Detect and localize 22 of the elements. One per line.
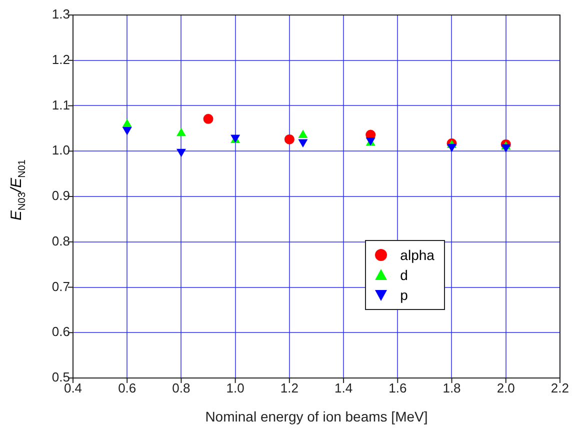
legend-label: alpha	[400, 247, 434, 264]
x-tick-label: 0.8	[172, 380, 190, 396]
y-tick-label: 0.6	[52, 324, 70, 340]
y-tick-label: 0.7	[52, 278, 70, 294]
legend-label: p	[400, 287, 408, 304]
y-tick-label: 1.1	[52, 97, 70, 112]
y-tick-label: 0.5	[52, 370, 70, 385]
legend-label: d	[400, 267, 408, 284]
y-tick-label: 0.9	[52, 188, 70, 204]
x-axis-title: Nominal energy of ion beams [MeV]	[205, 408, 428, 424]
y-tick-label: 1.2	[52, 52, 70, 67]
x-tick-label: 1.8	[442, 380, 461, 396]
y-tick-label: 1.3	[52, 6, 70, 22]
x-tick-label: 1.6	[388, 380, 407, 396]
x-tick-label: 1.0	[226, 380, 244, 396]
y-tick-label: 0.8	[52, 233, 70, 248]
x-tick-label: 1.4	[334, 380, 353, 396]
y-tick-label: 1.0	[52, 142, 70, 158]
x-tick-label: 2.0	[496, 380, 515, 396]
x-tick-label: 1.2	[280, 380, 298, 396]
x-tick-label: 2.2	[550, 380, 570, 396]
x-tick-label: 0.6	[118, 380, 136, 396]
